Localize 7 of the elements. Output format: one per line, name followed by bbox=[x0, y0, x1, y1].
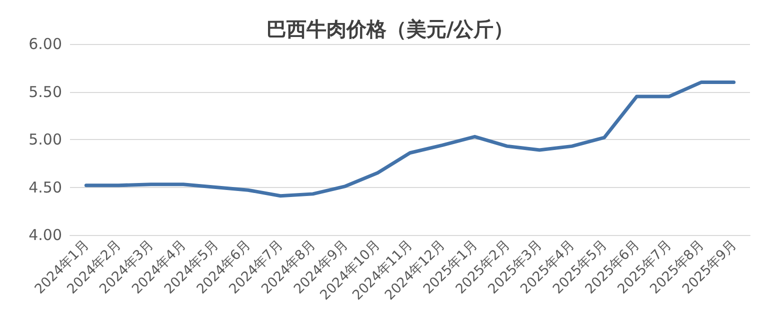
y-tick-label: 5.50 bbox=[28, 82, 62, 101]
y-tick-label: 6.00 bbox=[28, 35, 62, 53]
line-series bbox=[84, 80, 736, 198]
y-tick-label: 5.00 bbox=[28, 130, 62, 148]
y-tick-label: 4.00 bbox=[28, 226, 62, 244]
y-tick-label: 4.50 bbox=[28, 178, 62, 196]
chart-title: 巴西牛肉价格（美元/公斤） bbox=[266, 17, 514, 41]
